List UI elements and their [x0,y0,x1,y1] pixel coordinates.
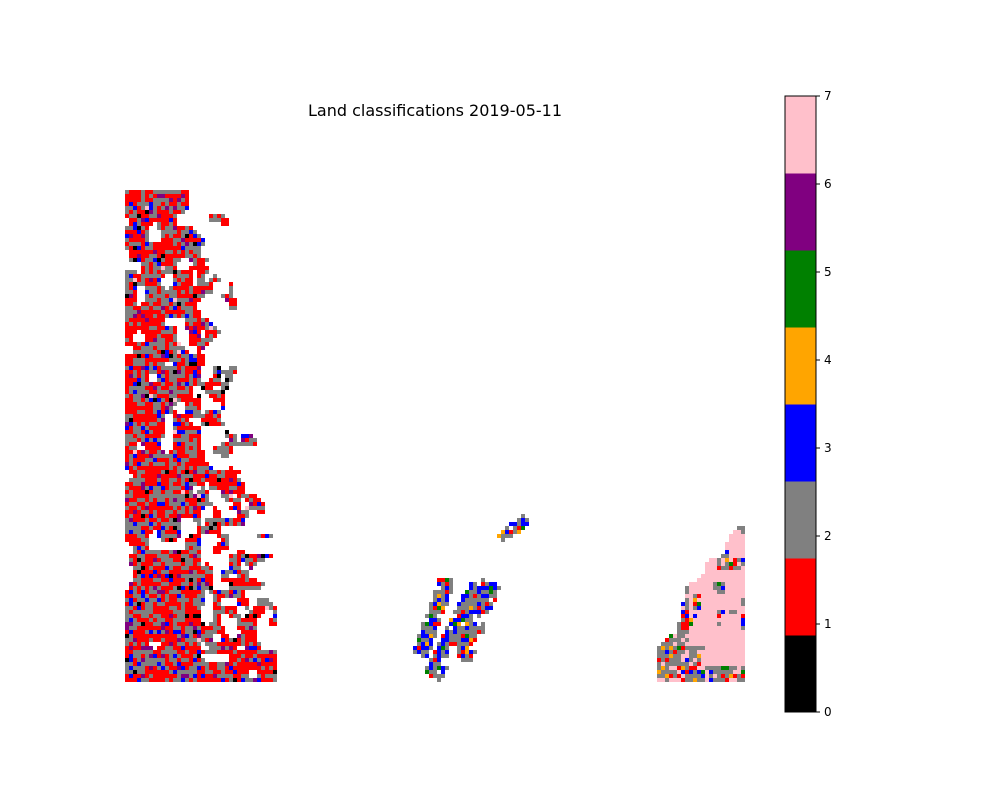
colorbar-tick-label: 7 [824,89,832,103]
colorbar-tick-label: 3 [824,441,832,455]
colorbar-tick-label: 6 [824,177,832,191]
colorbar-segment-7 [785,96,816,174]
colorbar-segment-4 [785,327,816,405]
colorbar-segment-5 [785,250,816,328]
colorbar-segment-0 [785,635,816,713]
colorbar-segment-6 [785,173,816,251]
colorbar-segment-1 [785,558,816,636]
colorbar-tick-label: 5 [824,265,832,279]
colorbar-tick-label: 0 [824,705,832,719]
colorbar-ticks: 0 1 2 3 4 5 6 7 [816,89,832,719]
colorbar-segment-3 [785,404,816,482]
colorbar-segments [785,96,816,713]
colorbar-tick-label: 2 [824,529,832,543]
colorbar-segment-2 [785,481,816,559]
colorbar-tick-label: 1 [824,617,832,631]
colorbar-tick-label: 4 [824,353,832,367]
